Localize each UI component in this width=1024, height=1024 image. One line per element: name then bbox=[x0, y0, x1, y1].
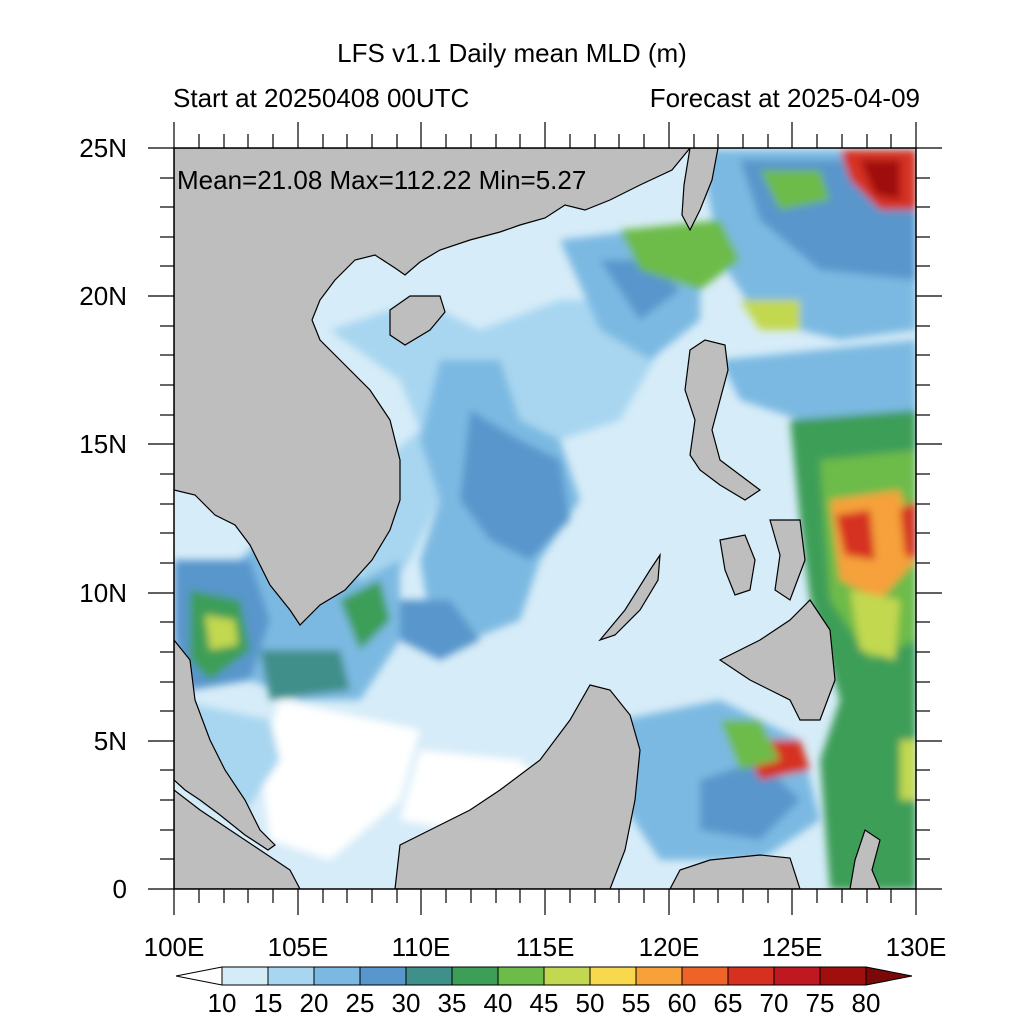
colorbar-label-60: 60 bbox=[667, 988, 697, 1018]
hainan-island bbox=[389, 295, 446, 346]
mld-field bbox=[174, 150, 916, 889]
map-title: LFS v1.1 Daily mean MLD (m) bbox=[337, 38, 687, 68]
colorbar bbox=[175, 966, 913, 986]
visayas-island-1 bbox=[719, 534, 756, 596]
colorbar-box-10 bbox=[635, 966, 683, 986]
colorbar-label-15: 15 bbox=[253, 988, 283, 1018]
start-time-label: Start at 20250408 00UTC bbox=[173, 83, 470, 113]
colorbar-box-9 bbox=[589, 966, 637, 986]
colorbar-box-15 bbox=[865, 966, 913, 986]
lon-label-105e: 105E bbox=[267, 932, 329, 962]
colorbar-label-10: 10 bbox=[207, 988, 237, 1018]
lon-label-100e: 100E bbox=[143, 932, 205, 962]
taiwan-island bbox=[681, 148, 719, 232]
lat-label-5n: 5N bbox=[93, 726, 127, 756]
lon-label-110e: 110E bbox=[391, 932, 451, 962]
stats-label: Mean=21.08 Max=112.22 Min=5.27 bbox=[177, 165, 587, 195]
land-masses bbox=[174, 148, 881, 889]
lat-label-0: 0 bbox=[112, 874, 127, 904]
colorbar-box-14 bbox=[819, 966, 867, 986]
sumatra bbox=[174, 789, 301, 889]
mindanao-island bbox=[718, 599, 836, 721]
colorbar-box-6 bbox=[451, 966, 499, 986]
lon-label-125e: 125E bbox=[761, 932, 823, 962]
colorbar-box-7 bbox=[497, 966, 545, 986]
lon-label-130e: 130E bbox=[885, 932, 947, 962]
colorbar-label-55: 55 bbox=[621, 988, 651, 1018]
colorbar-box-4 bbox=[359, 966, 407, 986]
colorbar-label-75: 75 bbox=[805, 988, 835, 1018]
colorbar-label-70: 70 bbox=[759, 988, 789, 1018]
sulawesi-north bbox=[669, 854, 801, 889]
colorbar-label-20: 20 bbox=[299, 988, 329, 1018]
map-area bbox=[174, 148, 916, 889]
luzon-island bbox=[684, 339, 762, 501]
colorbar-box-1 bbox=[221, 966, 269, 986]
colorbar-label-45: 45 bbox=[529, 988, 559, 1018]
malay-peninsula bbox=[174, 639, 276, 851]
palawan-island bbox=[598, 552, 661, 642]
lon-label-120e: 120E bbox=[638, 932, 700, 962]
lat-label-20n: 20N bbox=[79, 281, 127, 311]
visayas-island-2 bbox=[769, 519, 806, 601]
borneo-island bbox=[394, 684, 641, 889]
colorbar-box-13 bbox=[773, 966, 821, 986]
colorbar-box-5 bbox=[405, 966, 453, 986]
colorbar-label-35: 35 bbox=[437, 988, 467, 1018]
colorbar-label-50: 50 bbox=[575, 988, 605, 1018]
colorbar-label-80: 80 bbox=[851, 988, 881, 1018]
colorbar-box-3 bbox=[313, 966, 361, 986]
lon-label-115e: 115E bbox=[515, 932, 575, 962]
mainland-asia bbox=[174, 148, 691, 626]
colorbar-box-0 bbox=[175, 966, 223, 986]
lat-label-10n: 10N bbox=[79, 578, 127, 608]
colorbar-box-2 bbox=[267, 966, 315, 986]
colorbar-box-8 bbox=[543, 966, 591, 986]
lat-label-25n: 25N bbox=[79, 133, 127, 163]
axis-ticks bbox=[148, 122, 942, 915]
forecast-date-label: Forecast at 2025-04-09 bbox=[649, 83, 920, 113]
colorbar-box-11 bbox=[681, 966, 729, 986]
colorbar-label-30: 30 bbox=[391, 988, 421, 1018]
colorbar-label-25: 25 bbox=[345, 988, 375, 1018]
halmahera-island bbox=[849, 829, 881, 889]
colorbar-label-40: 40 bbox=[483, 988, 513, 1018]
lat-label-15n: 15N bbox=[79, 429, 127, 459]
colorbar-box-12 bbox=[727, 966, 775, 986]
colorbar-label-65: 65 bbox=[713, 988, 743, 1018]
